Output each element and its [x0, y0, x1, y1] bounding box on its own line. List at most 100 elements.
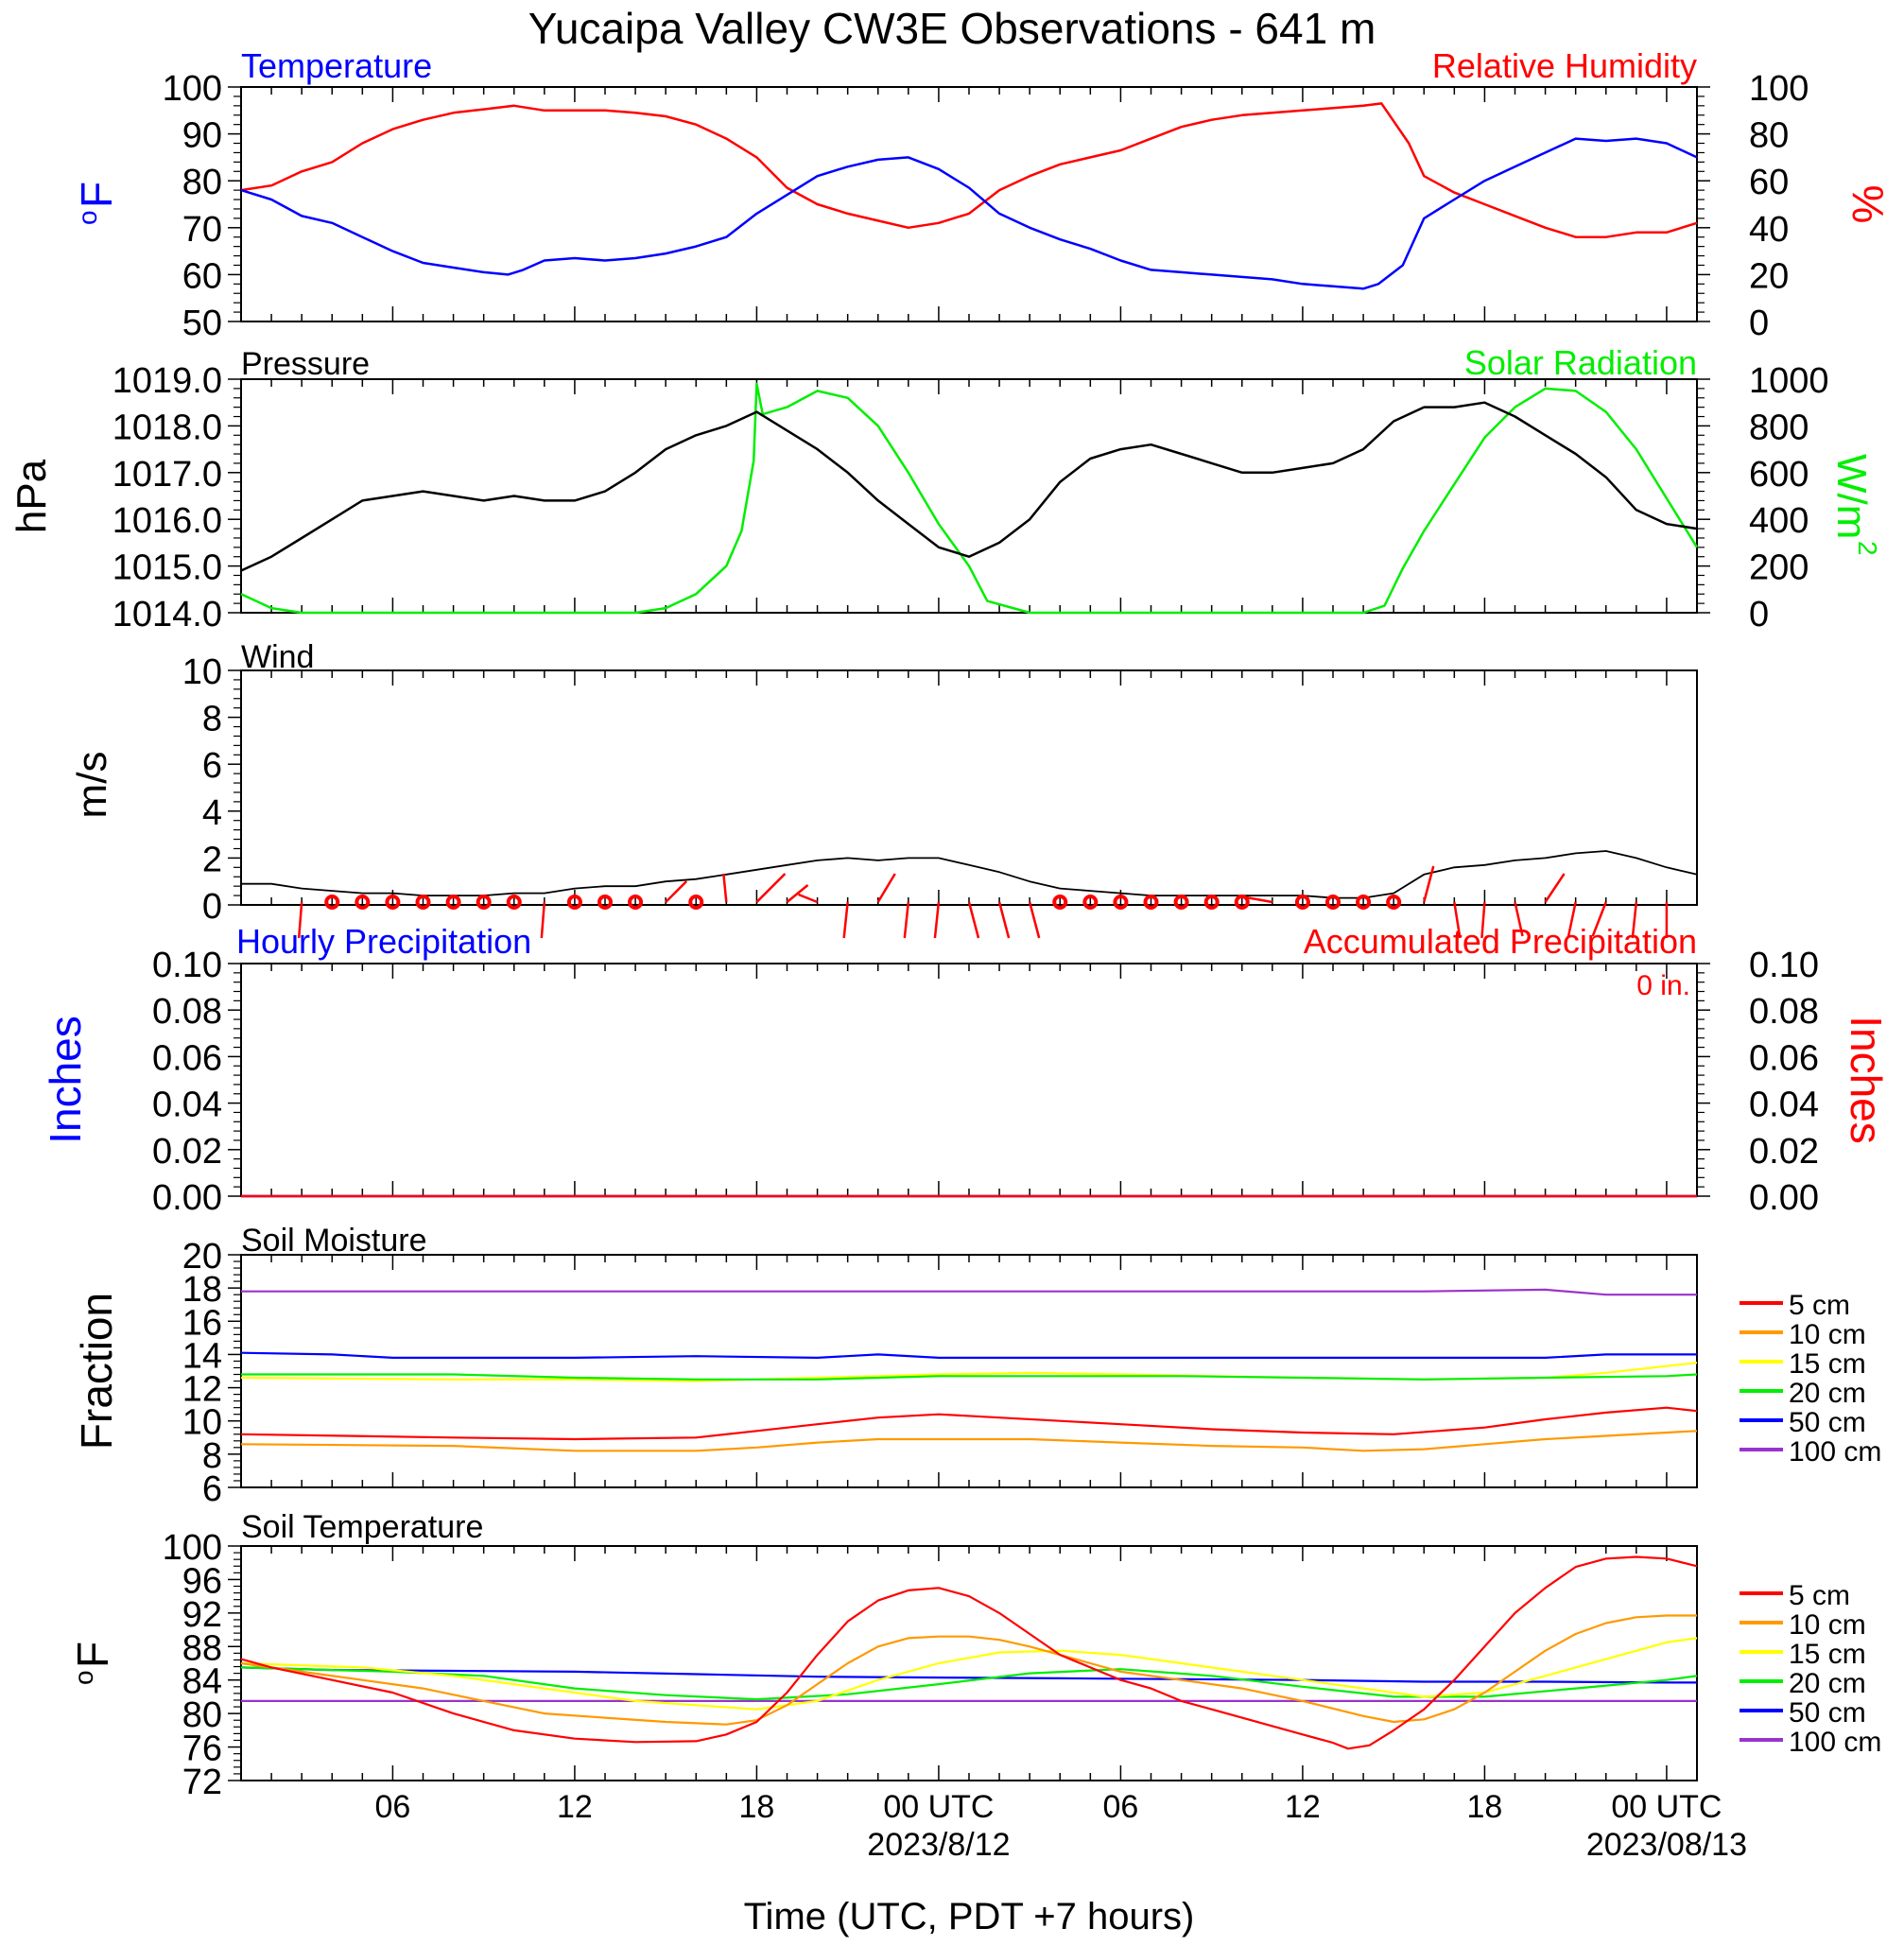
wind-calm-marker	[1113, 895, 1129, 910]
figure-title: Yucaipa Valley CW3E Observations - 641 m	[528, 4, 1376, 53]
soil-temp-axis-tick-label: 84	[182, 1662, 222, 1702]
soil-temp-axis-tick-label: 76	[182, 1729, 222, 1769]
degree-mark: o	[73, 210, 102, 225]
degree-mark: o	[69, 1670, 98, 1685]
solar-unit-exponent: 2	[1853, 541, 1882, 556]
legend-label: 20 cm	[1789, 1668, 1866, 1699]
soil-moisture-line	[240, 1351, 1697, 1359]
soil-moisture-line	[240, 1406, 1698, 1441]
wind-calm-marker	[1203, 895, 1220, 910]
soil-temp-unit-text: F	[68, 1642, 117, 1668]
soil-moisture-unit-label: Fraction	[72, 1293, 121, 1450]
solar-axis-tick-label: 800	[1749, 408, 1809, 447]
pressure-unit-label: hPa	[9, 459, 55, 533]
x-tick-date-label: 2023/08/13	[1586, 1827, 1747, 1863]
wind-calm-marker	[597, 895, 613, 910]
soil-temp-title: Soil Temperature	[241, 1509, 483, 1545]
wind-barb	[997, 901, 1011, 939]
x-tick-label: 00 UTC	[1611, 1789, 1722, 1825]
rh-axis-tick-label: 20	[1749, 256, 1789, 296]
soil-temperature-panel	[240, 1545, 1698, 1781]
wind-calm-marker	[415, 895, 431, 910]
wind-speed-line	[241, 850, 1698, 899]
x-tick-label: 18	[1467, 1789, 1503, 1825]
precip-panel	[240, 963, 1698, 1197]
wind-calm-marker	[628, 895, 644, 910]
hourly-precip-axis-tick-label: 0.06	[152, 1038, 222, 1078]
temp-axis-tick-label: 60	[182, 256, 222, 296]
wind-calm-marker	[1325, 895, 1341, 910]
pressure-title: Pressure	[241, 346, 370, 382]
x-tick-date-label: 2023/8/12	[867, 1827, 1010, 1863]
temperature-series-line	[240, 137, 1698, 290]
wind-axis-tick-label: 8	[202, 700, 222, 739]
accum-precip-axis-tick-label: 0.10	[1749, 946, 1819, 985]
rh-axis-tick-label: 40	[1749, 210, 1789, 250]
x-tick-label: 06	[1103, 1789, 1139, 1825]
legend-label: 50 cm	[1789, 1407, 1866, 1438]
soil-temp-axis-tick-label: 100	[163, 1528, 222, 1568]
rh-unit-label: %	[1843, 185, 1893, 224]
wind-calm-marker	[385, 895, 401, 910]
wind-axis-tick-label: 10	[182, 652, 222, 692]
accum-precip-axis-tick-label: 0.08	[1749, 992, 1819, 1032]
legend-label: 10 cm	[1789, 1609, 1866, 1641]
temp-axis-tick-label: 90	[182, 116, 222, 156]
hourly-precip-axis-tick-label: 0.02	[152, 1132, 222, 1172]
accum-precip-title: Accumulated Precipitation	[1304, 922, 1697, 961]
wind-barb	[1028, 901, 1041, 939]
pressure-axis-tick-label: 1015.0	[113, 548, 222, 588]
wind-calm-marker	[1143, 895, 1159, 910]
wind-barb	[755, 873, 787, 903]
solar-unit-text: W/m	[1828, 454, 1875, 539]
legend-label: 15 cm	[1789, 1639, 1866, 1670]
solar-axis-tick-label: 1000	[1749, 361, 1829, 401]
temp-rh-panel	[240, 86, 1698, 322]
rh-axis-tick-label: 80	[1749, 116, 1789, 156]
wind-unit-label: m/s	[69, 752, 115, 819]
soil-temp-line	[240, 1637, 1698, 1711]
wind-calm-marker	[476, 895, 492, 910]
wind-axis-tick-label: 0	[202, 887, 222, 927]
soil-temp-axis-tick-label: 96	[182, 1561, 222, 1601]
wind-calm-marker	[506, 895, 522, 910]
hourly-precip-axis-tick-label: 0.10	[152, 946, 222, 985]
soil-moisture-axis-tick-label: 14	[182, 1336, 222, 1376]
wind-barb	[1245, 895, 1273, 904]
temp-axis-tick-label: 50	[182, 304, 222, 343]
hourly-precip-axis-tick-label: 0.08	[152, 992, 222, 1032]
wind-barb	[786, 884, 809, 903]
hourly-precip-axis-tick-label: 0.04	[152, 1086, 222, 1125]
soil-moisture-line	[240, 1362, 1698, 1382]
soil-moisture-axis-tick-label: 18	[182, 1270, 222, 1310]
wind-panel	[240, 669, 1698, 906]
pressure-series-line	[240, 401, 1698, 572]
pressure-axis-tick-label: 1018.0	[113, 408, 222, 447]
wind-barb	[798, 893, 819, 904]
soil-moisture-title: Soil Moisture	[241, 1223, 427, 1259]
wind-calm-marker	[1234, 895, 1250, 910]
solar-axis-tick-label: 600	[1749, 455, 1809, 495]
soil-moisture-axis-tick-label: 8	[202, 1436, 222, 1476]
soil-moisture-line	[241, 1288, 1697, 1296]
legend-label: 100 cm	[1789, 1436, 1881, 1468]
temp-unit-label: oF	[72, 182, 121, 225]
soil-temp-axis-tick-label: 72	[182, 1763, 222, 1802]
x-axis-label: Time (UTC, PDT +7 hours)	[744, 1896, 1195, 1937]
wind-barb	[665, 880, 688, 903]
rh-axis-tick-label: 0	[1749, 304, 1769, 343]
wind-barb	[1631, 901, 1638, 939]
accum-precip-axis-tick-label: 0.02	[1749, 1132, 1819, 1172]
wind-calm-marker	[1356, 895, 1372, 910]
soil-moisture-line	[240, 1430, 1698, 1452]
wind-calm-marker	[566, 895, 582, 910]
wind-barb	[1566, 901, 1577, 939]
accum-precip-unit-label: Inches	[1842, 1016, 1891, 1144]
soil-moisture-axis-tick-label: 20	[182, 1237, 222, 1277]
solar-axis-tick-label: 200	[1749, 548, 1809, 588]
solar-title: Solar Radiation	[1464, 343, 1697, 382]
legend-label: 20 cm	[1789, 1378, 1866, 1409]
wind-axis-tick-label: 2	[202, 840, 222, 879]
soil-temp-axis-tick-label: 88	[182, 1628, 222, 1668]
